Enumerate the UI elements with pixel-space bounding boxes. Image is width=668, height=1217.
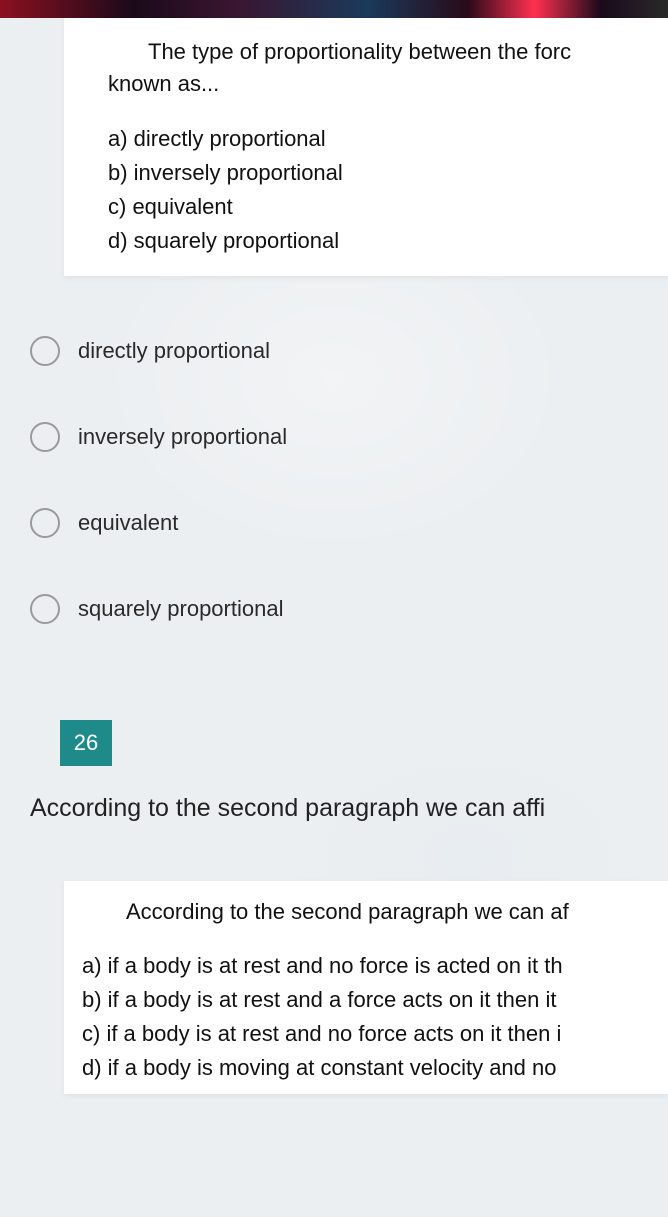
question-26-option-c: c) if a body is at rest and no force act… xyxy=(82,1017,648,1051)
question-26-option-d: d) if a body is moving at constant veloc… xyxy=(82,1051,648,1085)
question-26-stem: According to the second paragraph we can… xyxy=(82,899,648,925)
radio-icon xyxy=(30,336,60,366)
answer-label-b: inversely proportional xyxy=(78,424,287,450)
question-25-stem-line1: The type of proportionality between the … xyxy=(108,36,648,68)
radio-icon xyxy=(30,422,60,452)
answer-choice-d[interactable]: squarely proportional xyxy=(30,594,668,624)
answer-label-d: squarely proportional xyxy=(78,596,283,622)
answer-choice-c[interactable]: equivalent xyxy=(30,508,668,538)
question-26-title: According to the second paragraph we can… xyxy=(30,794,668,823)
question-25-option-b: b) inversely proportional xyxy=(108,156,648,190)
question-25-option-c: c) equivalent xyxy=(108,190,648,224)
header-decoration xyxy=(0,0,668,18)
question-25-option-a: a) directly proportional xyxy=(108,122,648,156)
question-25-card: The type of proportionality between the … xyxy=(64,18,668,276)
answer-label-c: equivalent xyxy=(78,510,178,536)
question-25-stem-line2: known as... xyxy=(108,68,648,100)
answer-label-a: directly proportional xyxy=(78,338,270,364)
answer-choices-25: directly proportional inversely proporti… xyxy=(0,336,668,624)
answer-choice-a[interactable]: directly proportional xyxy=(30,336,668,366)
radio-icon xyxy=(30,594,60,624)
question-26-option-b: b) if a body is at rest and a force acts… xyxy=(82,983,648,1017)
question-25-option-d: d) squarely proportional xyxy=(108,224,648,258)
answer-choice-b[interactable]: inversely proportional xyxy=(30,422,668,452)
question-26-card: According to the second paragraph we can… xyxy=(64,881,668,1093)
question-25-stem: The type of proportionality between the … xyxy=(108,36,648,100)
question-number-badge: 26 xyxy=(60,720,112,766)
question-26-option-a: a) if a body is at rest and no force is … xyxy=(82,949,648,983)
radio-icon xyxy=(30,508,60,538)
